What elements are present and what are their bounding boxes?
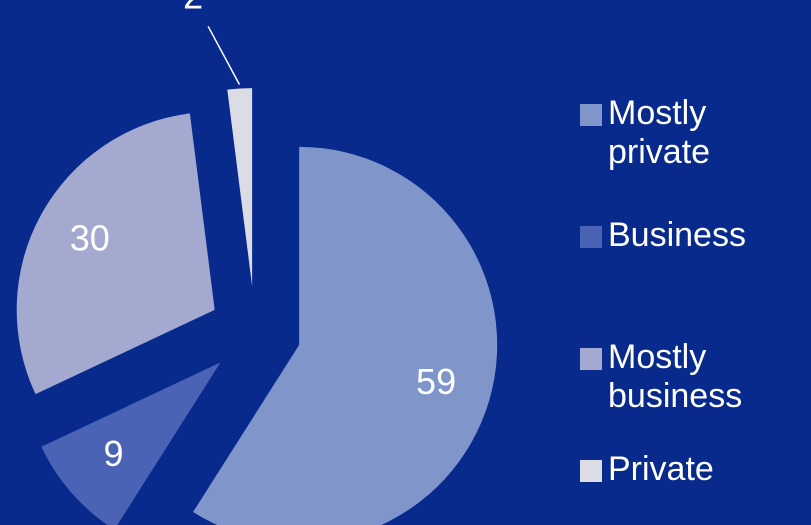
- legend-label-mostly-private: Mostly private: [608, 94, 711, 171]
- legend-swatch-mostly-private: [580, 104, 602, 126]
- legend-label-mostly-business: Mostly business: [608, 338, 743, 415]
- legend-swatch-mostly-business: [580, 348, 602, 370]
- pie-label-mostly-private: 59: [416, 361, 456, 402]
- pie-labels: 59 9 30 2: [70, 0, 456, 474]
- leader-line-private: [207, 26, 241, 85]
- pie-slice-private: [227, 88, 253, 287]
- pie-slices: [16, 88, 498, 525]
- pie-slice-business: [41, 362, 221, 525]
- pie-slice-mostly-private: [193, 146, 498, 525]
- pie-label-private: 2: [183, 0, 203, 17]
- pie-label-business: 9: [104, 433, 124, 474]
- legend-swatch-private: [580, 460, 602, 482]
- legend-swatch-business: [580, 226, 602, 248]
- legend-item-private: Private: [580, 450, 808, 489]
- legend-label-private: Private: [608, 450, 714, 488]
- legend-item-mostly-business: Mostly business: [580, 338, 808, 416]
- legend-item-mostly-private: Mostly private: [580, 94, 808, 172]
- pie-slice-mostly-business: [16, 113, 215, 395]
- pie-label-mostly-business: 30: [70, 218, 110, 259]
- legend-item-business: Business: [580, 216, 808, 255]
- legend-label-business: Business: [608, 216, 746, 254]
